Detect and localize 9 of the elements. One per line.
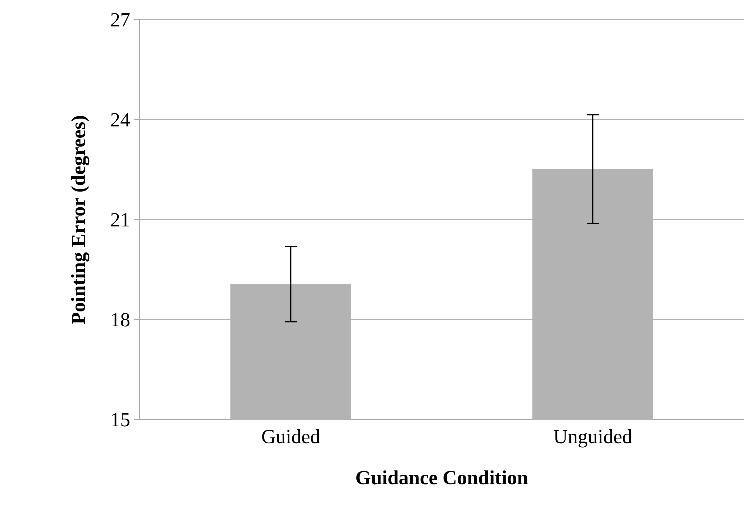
y-tick-label: 21 [111, 213, 130, 227]
y-tick-label: 27 [111, 13, 130, 27]
y-tick-label: 18 [112, 313, 130, 327]
x-tick-label: Unguided [554, 430, 632, 448]
y-tick-label: 24 [111, 113, 130, 127]
y-axis-title: Pointing Error (degrees) [71, 116, 90, 324]
x-axis-title: Guidance Condition [356, 470, 528, 485]
y-tick-label: 15 [112, 413, 130, 427]
x-tick-label: Guided [262, 430, 320, 444]
